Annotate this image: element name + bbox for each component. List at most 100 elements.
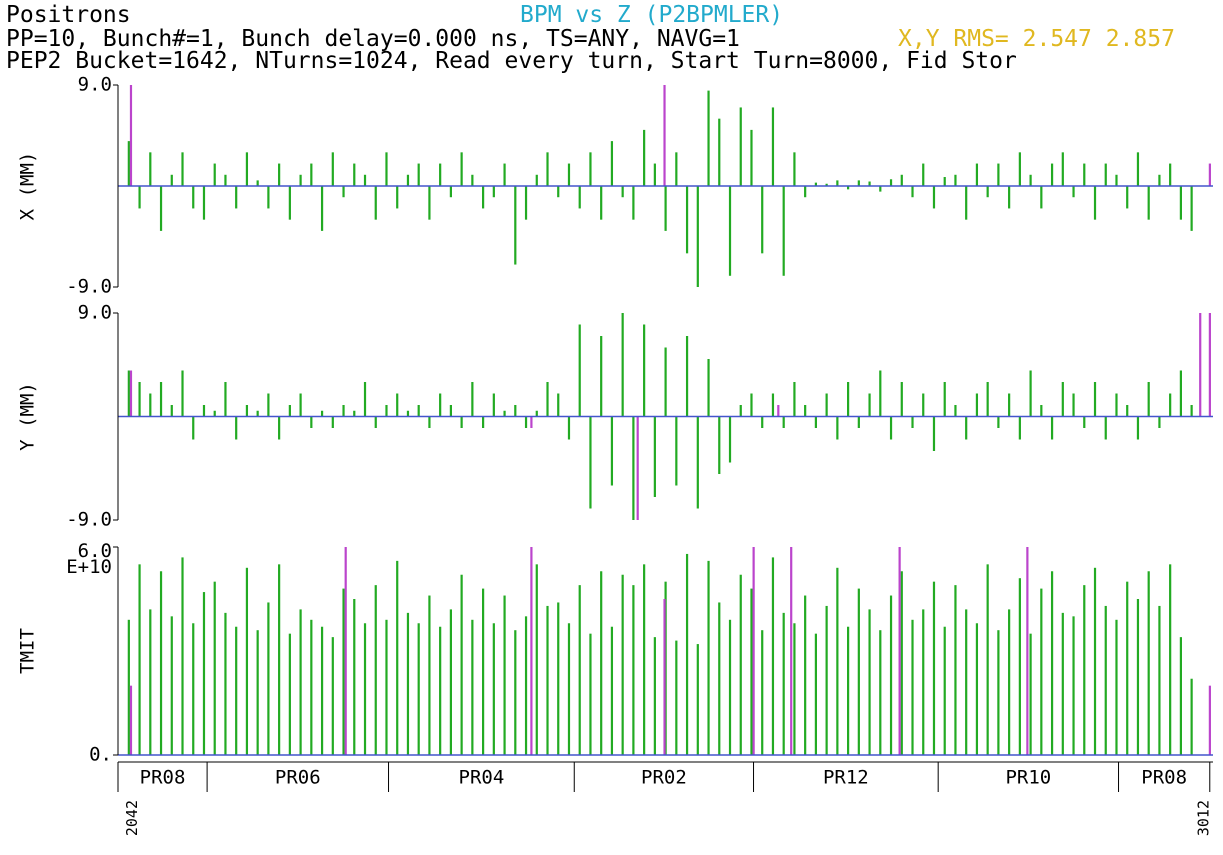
- bar: [535, 174, 538, 186]
- bar: [868, 393, 871, 417]
- bar: [889, 179, 893, 186]
- bar: [202, 186, 206, 220]
- y-tick-label: -9.0: [66, 509, 112, 531]
- bar: [739, 574, 742, 755]
- bar: [589, 633, 592, 755]
- bar: [406, 410, 410, 417]
- bar: [1093, 186, 1097, 220]
- bar: [718, 602, 721, 755]
- bar: [363, 382, 367, 417]
- bar: [879, 186, 882, 192]
- bar: [1050, 163, 1054, 186]
- bar: [514, 405, 517, 417]
- bar: [685, 553, 689, 755]
- bar: [524, 616, 528, 755]
- bar: [578, 324, 581, 417]
- sector-label: PR04: [459, 767, 505, 789]
- bar: [1115, 174, 1118, 186]
- bar: [632, 585, 635, 755]
- bar: [804, 405, 807, 417]
- bar: [181, 370, 184, 417]
- bar: [288, 405, 291, 417]
- sector-label: PR10: [1005, 767, 1051, 789]
- bar: [600, 336, 603, 417]
- bar: [1072, 616, 1075, 755]
- bar: [557, 602, 560, 755]
- bar: [320, 410, 324, 417]
- bar: [653, 416, 656, 497]
- bar: [1061, 612, 1064, 755]
- bar: [922, 609, 925, 755]
- bar: [159, 186, 163, 231]
- bar: [278, 416, 281, 440]
- bar: [1072, 393, 1075, 417]
- bar: [739, 107, 742, 186]
- bar: [224, 382, 227, 417]
- bar: [847, 382, 850, 417]
- bar: [546, 152, 549, 186]
- bar: [363, 623, 367, 755]
- bar: [1026, 547, 1029, 755]
- bar: [1136, 152, 1140, 186]
- bar: [567, 416, 571, 440]
- bar: [600, 571, 603, 755]
- bar: [836, 416, 839, 440]
- bar: [557, 186, 560, 198]
- bar: [1008, 393, 1011, 417]
- bar: [138, 564, 141, 755]
- bar: [900, 571, 903, 755]
- bar: [643, 564, 646, 755]
- bar: [771, 557, 775, 755]
- bar: [1104, 605, 1107, 755]
- bar: [718, 118, 721, 186]
- bar: [535, 410, 538, 417]
- bar: [1179, 370, 1182, 417]
- y-axis-label: X (MM): [17, 152, 39, 221]
- bar: [514, 630, 517, 755]
- bar: [1169, 163, 1172, 186]
- bar: [1083, 585, 1086, 755]
- bar: [471, 174, 474, 186]
- bar: [943, 626, 946, 755]
- bar: [1061, 382, 1064, 417]
- bar: [482, 416, 485, 428]
- bar: [417, 623, 420, 755]
- bar: [127, 619, 130, 755]
- bar: [578, 585, 581, 755]
- bar: [149, 152, 152, 186]
- bar: [857, 416, 860, 428]
- bar: [728, 416, 732, 463]
- bar: [975, 623, 979, 755]
- bar: [954, 174, 957, 186]
- bar: [911, 186, 914, 198]
- bar: [675, 640, 678, 755]
- bar: [428, 595, 431, 755]
- bar: [1104, 416, 1107, 440]
- header-line-3: PEP2 Bucket=1642, NTurns=1024, Read ever…: [6, 48, 1017, 74]
- bar: [342, 186, 345, 198]
- bar: [127, 141, 130, 186]
- bar: [932, 416, 936, 451]
- bar: [814, 416, 817, 428]
- bar: [278, 564, 281, 755]
- bar: [567, 623, 571, 755]
- bar: [449, 405, 452, 417]
- bar: [610, 626, 614, 755]
- bar: [385, 619, 388, 755]
- bar: [750, 588, 753, 755]
- bar: [696, 644, 699, 755]
- bar: [825, 183, 828, 186]
- bar: [1126, 405, 1129, 417]
- bar: [836, 567, 839, 755]
- bpm-label: 2042: [123, 800, 141, 836]
- bar: [503, 163, 506, 186]
- bar: [267, 393, 270, 417]
- bar: [149, 609, 152, 755]
- bar: [739, 405, 742, 417]
- bar: [129, 370, 133, 417]
- bar: [1050, 416, 1054, 440]
- bar: [911, 416, 914, 428]
- rms: X,Y RMS= 2.547 2.857: [898, 26, 1175, 52]
- bar: [857, 180, 860, 186]
